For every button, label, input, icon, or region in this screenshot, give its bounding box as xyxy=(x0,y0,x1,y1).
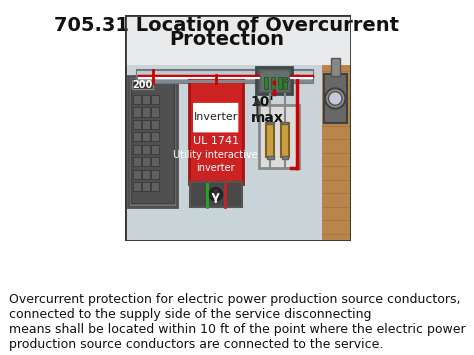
Bar xyxy=(281,123,289,157)
Text: 200: 200 xyxy=(132,80,153,90)
Bar xyxy=(133,120,141,129)
Bar xyxy=(278,77,282,89)
Bar xyxy=(283,77,287,89)
Text: 705.31 Location of Overcurrent: 705.31 Location of Overcurrent xyxy=(55,16,400,35)
Bar xyxy=(324,73,346,123)
Bar xyxy=(190,182,242,207)
Text: Utility interactive
inverter: Utility interactive inverter xyxy=(173,150,258,173)
Bar xyxy=(282,156,288,159)
Circle shape xyxy=(325,88,346,109)
Text: Protection: Protection xyxy=(170,30,284,49)
Bar xyxy=(258,105,299,168)
Bar xyxy=(137,71,313,75)
Bar xyxy=(151,132,159,141)
Bar xyxy=(322,65,351,241)
FancyBboxPatch shape xyxy=(192,102,239,133)
Bar xyxy=(142,95,150,104)
Bar xyxy=(151,145,159,154)
Circle shape xyxy=(328,92,342,105)
Bar xyxy=(264,77,268,89)
Bar xyxy=(133,157,141,166)
Bar xyxy=(142,182,150,191)
Bar xyxy=(189,76,243,184)
Bar xyxy=(256,67,292,94)
Bar xyxy=(151,120,159,129)
Bar xyxy=(128,76,177,207)
Bar xyxy=(151,95,159,104)
Bar xyxy=(282,122,288,124)
Bar xyxy=(133,170,141,179)
Bar xyxy=(266,123,274,157)
Circle shape xyxy=(285,80,288,82)
Circle shape xyxy=(210,188,222,201)
Bar xyxy=(271,77,275,89)
Bar xyxy=(142,157,150,166)
Text: 10'
max: 10' max xyxy=(251,95,283,125)
Text: UL 1741: UL 1741 xyxy=(192,136,239,146)
Bar xyxy=(133,95,141,104)
Bar xyxy=(260,70,289,91)
Bar xyxy=(133,145,141,154)
Text: Inverter: Inverter xyxy=(193,111,238,121)
Bar xyxy=(137,80,313,83)
Bar xyxy=(132,81,153,89)
Bar xyxy=(133,182,141,191)
Bar xyxy=(331,58,340,76)
Bar xyxy=(151,157,159,166)
Bar xyxy=(267,122,273,124)
Bar xyxy=(137,70,313,83)
Bar xyxy=(142,108,150,116)
Bar xyxy=(131,79,174,203)
Bar xyxy=(151,182,159,191)
Bar xyxy=(133,108,141,116)
Text: Overcurrent protection for electric power production source conductors,
connecte: Overcurrent protection for electric powe… xyxy=(9,294,466,351)
Bar xyxy=(142,145,150,154)
Bar xyxy=(267,156,273,159)
Bar xyxy=(142,132,150,141)
Bar xyxy=(126,15,351,65)
Bar xyxy=(133,132,141,141)
Bar xyxy=(151,108,159,116)
Bar xyxy=(151,170,159,179)
Bar xyxy=(142,170,150,179)
Bar xyxy=(142,120,150,129)
